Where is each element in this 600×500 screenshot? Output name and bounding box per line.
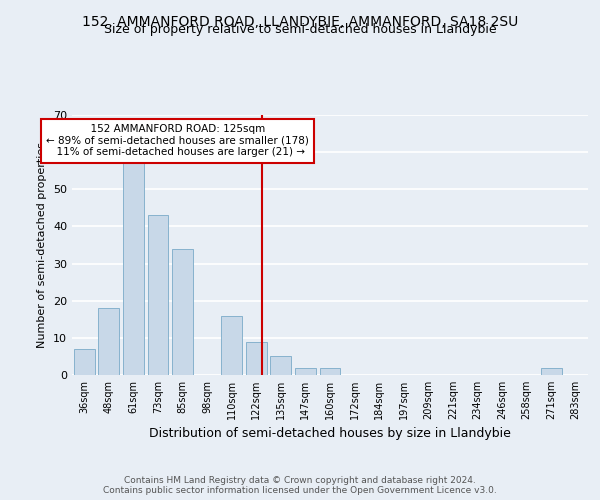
Bar xyxy=(172,248,193,375)
Bar xyxy=(148,216,169,375)
Bar xyxy=(246,342,267,375)
Text: 152, AMMANFORD ROAD, LLANDYBIE, AMMANFORD, SA18 2SU: 152, AMMANFORD ROAD, LLANDYBIE, AMMANFOR… xyxy=(82,15,518,29)
Text: Contains HM Land Registry data © Crown copyright and database right 2024.
Contai: Contains HM Land Registry data © Crown c… xyxy=(103,476,497,495)
Y-axis label: Number of semi-detached properties: Number of semi-detached properties xyxy=(37,142,47,348)
Bar xyxy=(221,316,242,375)
Text: Size of property relative to semi-detached houses in Llandybie: Size of property relative to semi-detach… xyxy=(104,22,496,36)
Bar xyxy=(541,368,562,375)
Bar xyxy=(123,156,144,375)
Bar xyxy=(320,368,340,375)
Bar xyxy=(74,349,95,375)
Bar xyxy=(295,368,316,375)
Bar xyxy=(98,308,119,375)
Bar xyxy=(271,356,292,375)
Text: Distribution of semi-detached houses by size in Llandybie: Distribution of semi-detached houses by … xyxy=(149,428,511,440)
Text: 152 AMMANFORD ROAD: 125sqm  
← 89% of semi-detached houses are smaller (178)
  1: 152 AMMANFORD ROAD: 125sqm ← 89% of semi… xyxy=(46,124,309,158)
